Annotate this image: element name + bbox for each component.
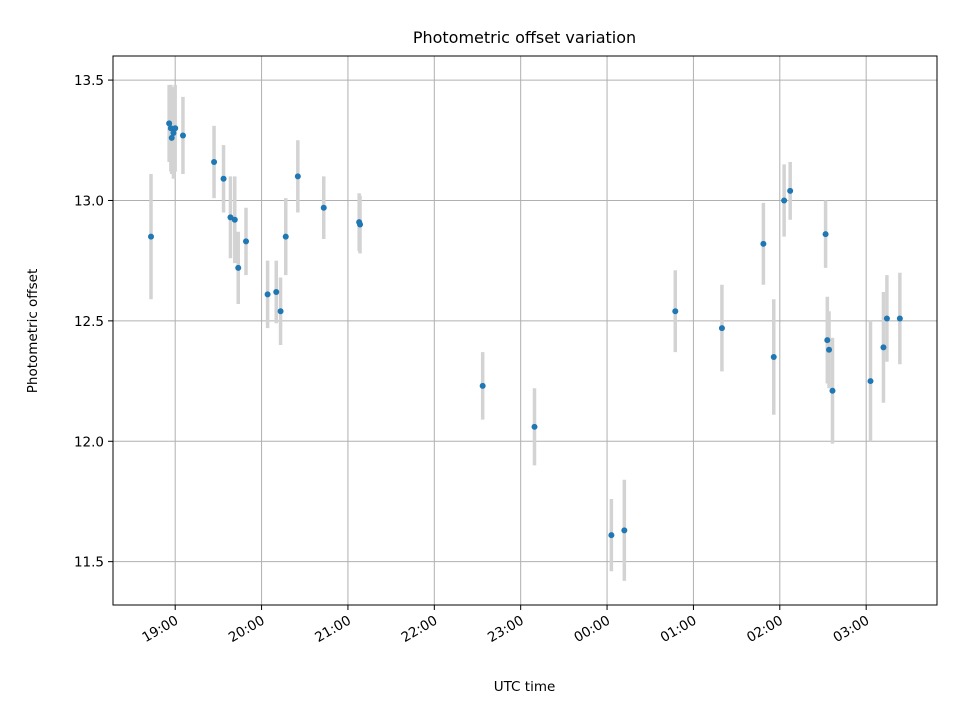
data-point xyxy=(166,120,173,127)
data-point xyxy=(718,325,725,332)
data-point xyxy=(320,204,327,211)
x-axis-ticks: 19:00 20:00 21:00 22:00 23:00 00:00 01:00 02:00… xyxy=(139,605,872,646)
x-tick-label: 21:00 xyxy=(312,613,354,646)
x-tick-label: 20:00 xyxy=(226,613,268,646)
data-point xyxy=(235,264,242,271)
data-points xyxy=(148,120,903,539)
x-tick-label: 02:00 xyxy=(744,613,786,646)
data-point xyxy=(243,238,250,245)
data-point xyxy=(822,231,829,238)
data-point xyxy=(479,382,486,389)
data-point xyxy=(168,134,175,141)
y-tick-label: 13.5 xyxy=(74,73,104,89)
x-axis-label: UTC time xyxy=(494,679,556,695)
data-point xyxy=(531,423,538,430)
x-tick-label: 01:00 xyxy=(658,613,700,646)
x-tick-label: 03:00 xyxy=(830,613,872,646)
y-axis-label: Photometric offset xyxy=(25,269,41,393)
data-point xyxy=(880,344,887,351)
data-point xyxy=(883,315,890,322)
grid-lines xyxy=(113,56,937,605)
data-point xyxy=(621,527,628,534)
data-point xyxy=(282,233,289,240)
x-tick-label: 22:00 xyxy=(399,613,441,646)
data-point xyxy=(170,130,177,137)
data-point xyxy=(273,288,280,295)
data-point xyxy=(896,315,903,322)
data-point xyxy=(179,132,186,139)
x-tick-label: 19:00 xyxy=(139,613,181,646)
data-point xyxy=(264,291,271,298)
data-point xyxy=(824,337,831,344)
plot-frame xyxy=(112,55,938,606)
data-point xyxy=(211,158,218,165)
data-point xyxy=(294,173,301,180)
data-point xyxy=(357,221,364,228)
y-tick-label: 12.0 xyxy=(74,434,104,450)
data-point xyxy=(829,387,836,394)
y-tick-label: 12.5 xyxy=(74,314,104,330)
data-point xyxy=(231,216,238,223)
y-tick-label: 11.5 xyxy=(74,555,104,571)
data-point xyxy=(867,378,874,385)
data-point xyxy=(826,346,833,353)
data-point xyxy=(608,532,615,539)
data-point xyxy=(172,125,179,132)
chart-title: Photometric offset variation xyxy=(413,28,636,47)
data-point xyxy=(787,187,794,194)
data-point xyxy=(167,125,174,132)
data-point xyxy=(770,353,777,360)
data-point xyxy=(148,233,155,240)
x-tick-label: 00:00 xyxy=(571,613,613,646)
data-point xyxy=(220,175,227,182)
y-axis-ticks: 11.5 12.0 12.5 13.0 13.5 xyxy=(74,73,113,571)
data-point xyxy=(781,197,788,204)
y-tick-label: 13.0 xyxy=(74,193,104,209)
data-point xyxy=(672,308,679,315)
data-point xyxy=(277,308,284,315)
x-tick-label: 23:00 xyxy=(485,613,527,646)
error-bars xyxy=(149,84,902,581)
data-point xyxy=(760,240,767,247)
